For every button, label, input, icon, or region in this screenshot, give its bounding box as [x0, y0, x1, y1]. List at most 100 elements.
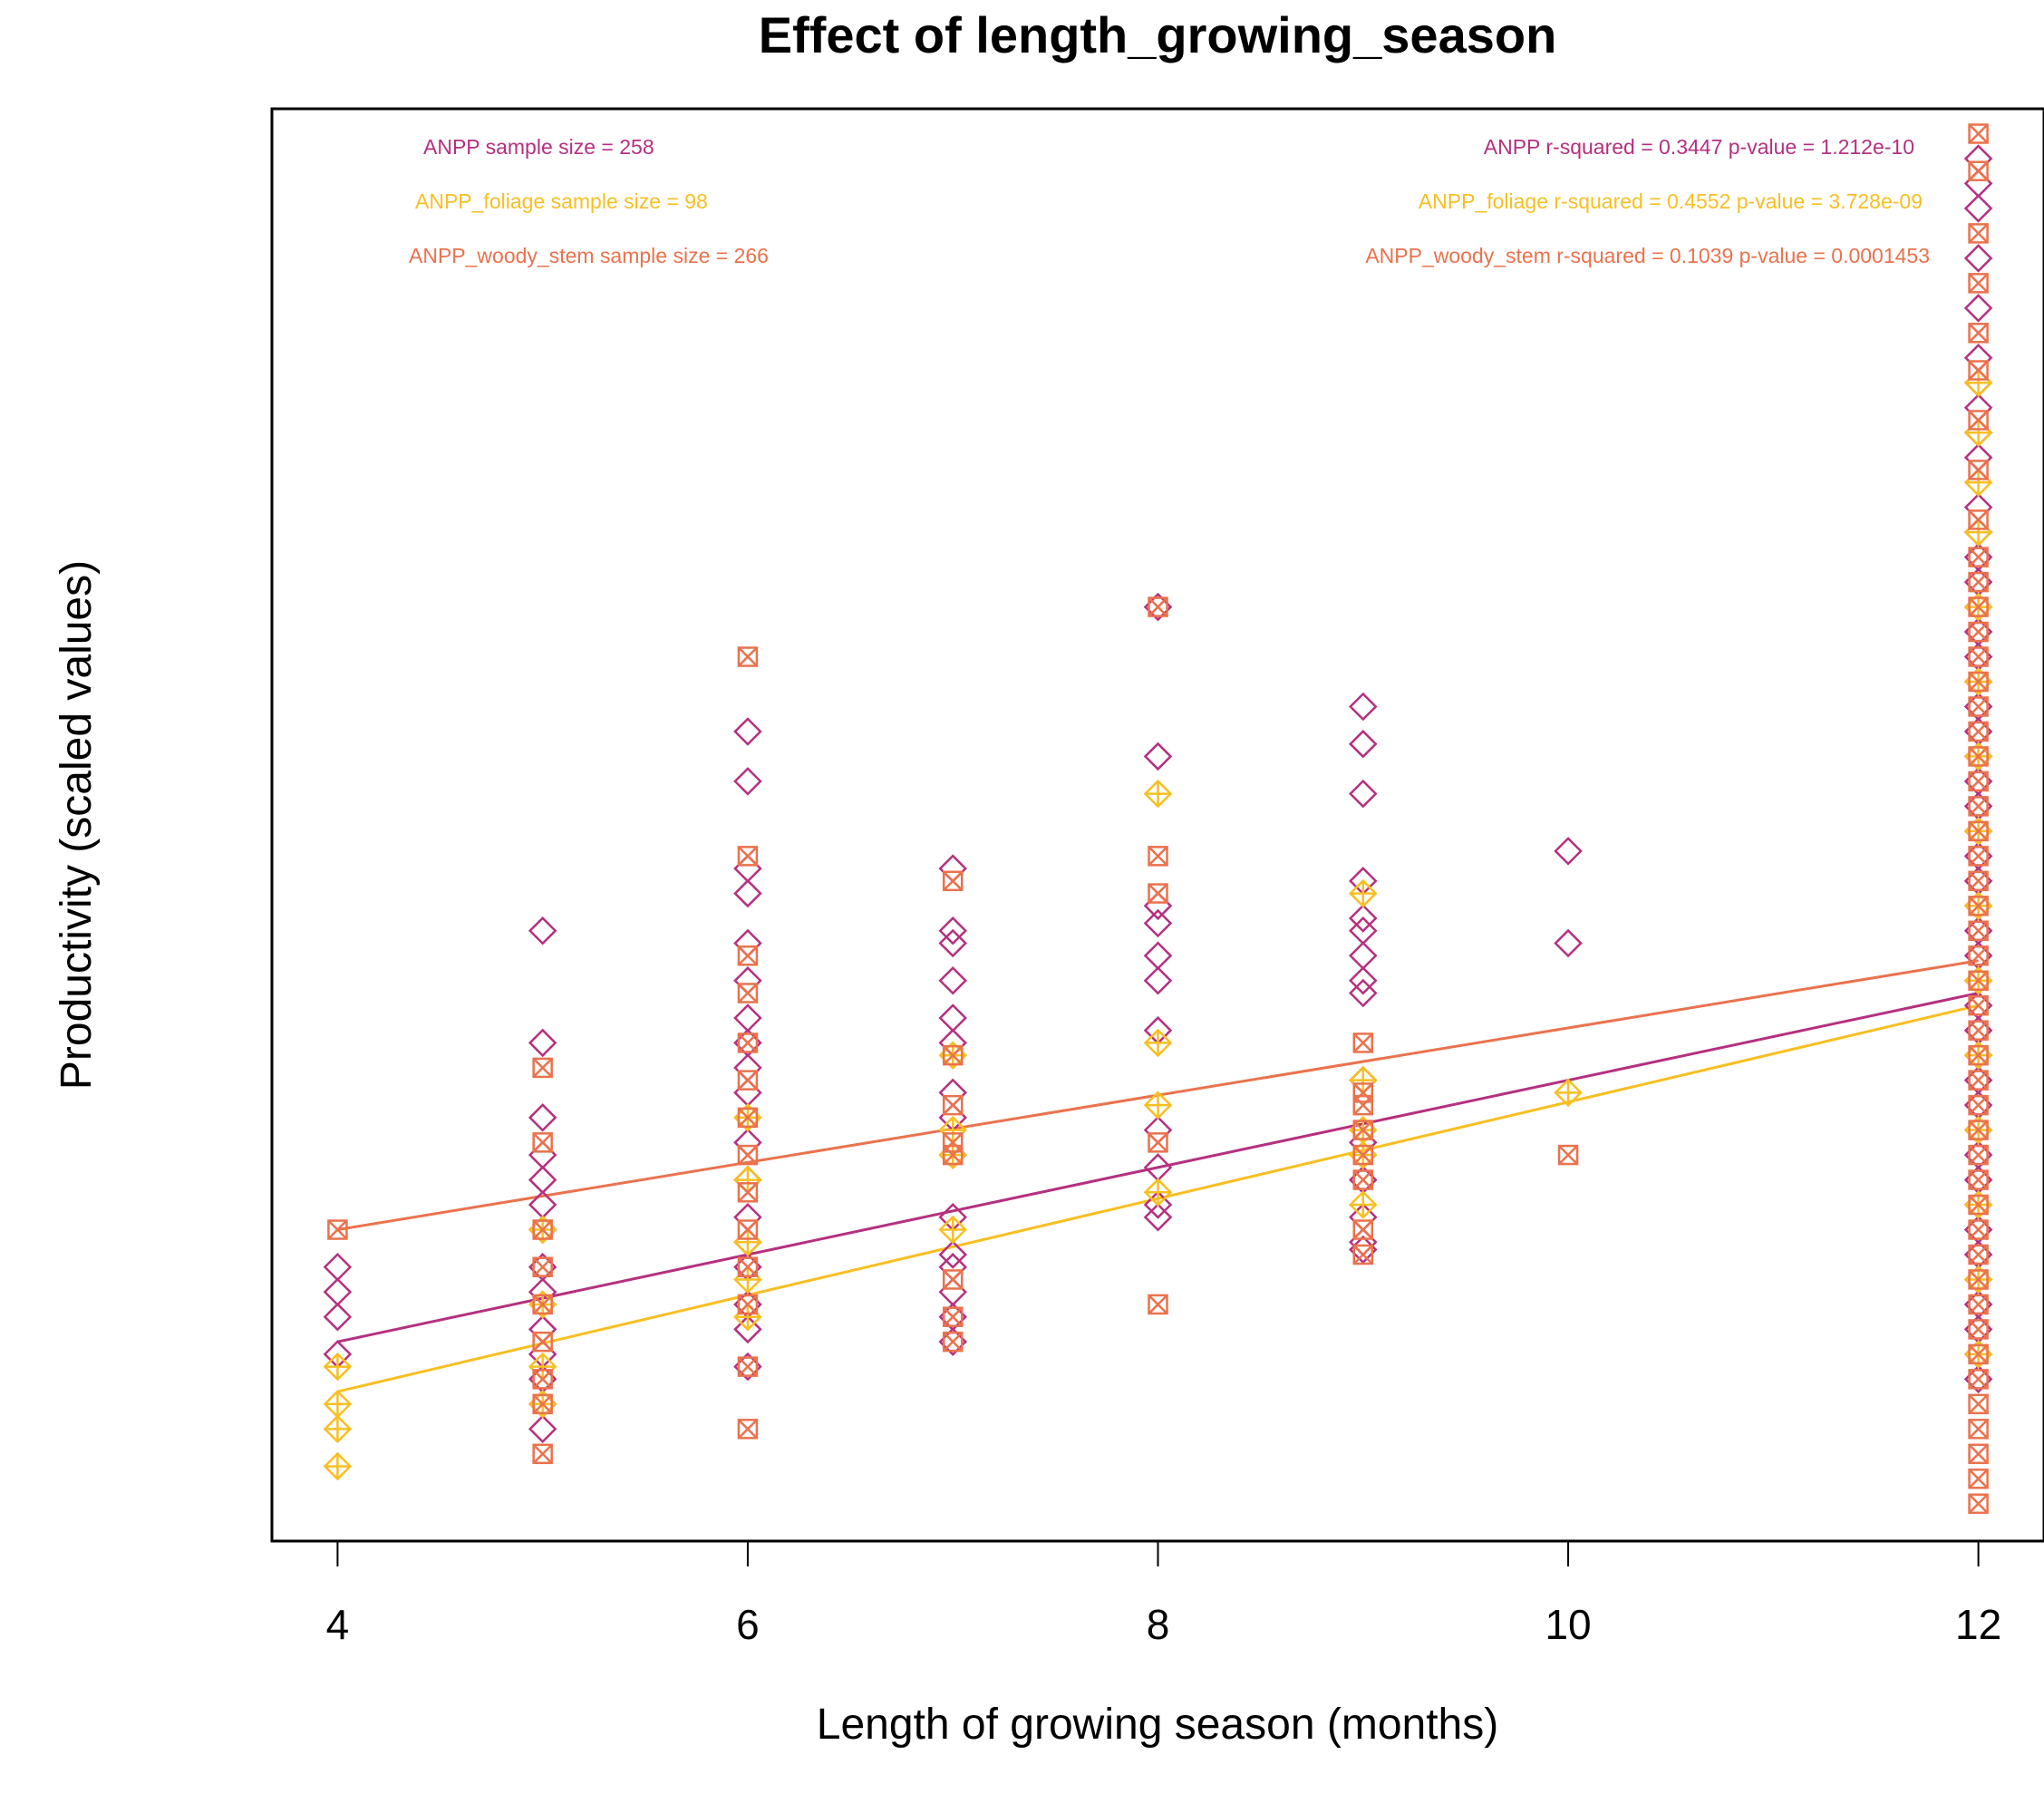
data-point-anpp — [1143, 908, 1173, 938]
data-point-anpp-woody-stem — [532, 1219, 553, 1240]
data-point-anpp-woody-stem — [737, 945, 759, 966]
data-point-anpp-woody-stem — [1968, 945, 1989, 966]
data-point-anpp-woody-stem — [942, 870, 964, 892]
data-point-anpp — [1963, 244, 1993, 273]
data-point-anpp-woody-stem — [532, 1443, 553, 1465]
sample-size-annotations: ANPP sample size = 258 ANPP_foliage sampl… — [409, 135, 769, 267]
data-point-anpp-woody-stem — [1968, 796, 1989, 817]
data-point-anpp — [733, 767, 762, 796]
data-point-anpp — [1143, 742, 1173, 771]
x-tick-label: 4 — [326, 1601, 350, 1648]
data-point-anpp-woody-stem — [1557, 1144, 1579, 1166]
data-point-anpp-woody-stem — [1968, 721, 1989, 742]
data-point-anpp-woody-stem — [737, 646, 759, 667]
sample-size-annotation: ANPP sample size = 258 — [423, 135, 654, 159]
data-point-anpp-woody-stem — [1352, 1244, 1374, 1265]
data-point-anpp — [1349, 779, 1378, 809]
data-point-anpp-woody-stem — [1968, 1469, 1989, 1489]
data-point-anpp — [1554, 837, 1583, 866]
data-point-anpp-woody-stem — [1968, 1294, 1989, 1315]
data-point-anpp-woody-stem — [1352, 1033, 1374, 1053]
data-point-anpp-foliage — [1143, 779, 1173, 809]
data-point-anpp-woody-stem — [1968, 410, 1989, 431]
data-point-anpp-woody-stem — [1968, 846, 1989, 867]
data-point-anpp-woody-stem — [1352, 1144, 1374, 1166]
x-axis: 4 6 8 10 12 — [326, 1540, 2001, 1648]
data-point-anpp-woody-stem — [1968, 1169, 1989, 1190]
x-tick-label: 12 — [1955, 1601, 2001, 1648]
data-point-anpp-woody-stem — [1352, 1094, 1374, 1116]
data-point-anpp-woody-stem — [1968, 323, 1989, 344]
data-point-anpp-woody-stem — [737, 1294, 759, 1315]
data-point-anpp-woody-stem — [532, 1331, 553, 1352]
data-point-anpp-woody-stem — [1968, 596, 1989, 617]
data-point-anpp-foliage — [323, 1451, 353, 1481]
data-point-anpp-woody-stem — [737, 1107, 759, 1129]
data-point-anpp-woody-stem — [1968, 547, 1989, 567]
data-point-anpp — [938, 965, 967, 995]
data-point-anpp-woody-stem — [1968, 571, 1989, 593]
data-point-anpp-woody-stem — [942, 1044, 964, 1066]
x-tick-label: 6 — [736, 1601, 760, 1648]
data-point-anpp-woody-stem — [1968, 896, 1989, 916]
data-point-anpp — [1349, 978, 1378, 1008]
chart-title: Effect of length_growing_season — [759, 6, 1557, 63]
data-point-anpp — [1349, 692, 1378, 722]
sample-size-annotation: ANPP_woody_stem sample size = 266 — [409, 244, 769, 267]
data-point-anpp-woody-stem — [737, 1219, 759, 1240]
data-point-anpp-woody-stem — [532, 1369, 553, 1390]
data-point-anpp-woody-stem — [1148, 883, 1168, 904]
data-point-anpp-woody-stem — [737, 1419, 759, 1440]
data-point-anpp-woody-stem — [1148, 846, 1168, 867]
data-point-anpp-woody-stem — [1968, 646, 1989, 667]
data-point-anpp-woody-stem — [1968, 671, 1989, 693]
data-point-anpp-woody-stem — [1352, 1120, 1374, 1140]
data-point-anpp — [938, 1240, 967, 1269]
data-point-anpp — [1143, 1203, 1173, 1232]
data-point-anpp-foliage — [1554, 1078, 1583, 1108]
data-point-anpp — [1554, 928, 1583, 958]
data-point-anpp-woody-stem — [532, 1256, 553, 1277]
data-point-anpp-woody-stem — [1968, 746, 1989, 767]
data-point-anpp-woody-stem — [942, 1144, 964, 1166]
data-point-anpp-woody-stem — [1968, 920, 1989, 942]
data-point-anpp-woody-stem — [1968, 1319, 1989, 1340]
data-point-anpp-woody-stem — [1968, 1393, 1989, 1415]
data-point-anpp — [1349, 965, 1378, 995]
data-point-anpp-woody-stem — [327, 1219, 348, 1240]
data-point-anpp — [733, 878, 762, 908]
data-point-anpp-woody-stem — [1968, 1094, 1989, 1116]
data-point-anpp-woody-stem — [1968, 1369, 1989, 1390]
data-point-anpp-woody-stem — [942, 1094, 964, 1116]
y-axis-label: Productivity (scaled values) — [53, 560, 101, 1090]
data-point-anpp — [528, 916, 557, 945]
data-point-anpp-woody-stem — [1968, 223, 1989, 244]
data-point-anpp — [528, 1103, 557, 1132]
data-point-anpp-woody-stem — [1968, 994, 1989, 1016]
data-point-anpp-woody-stem — [942, 1269, 964, 1290]
data-point-anpp-woody-stem — [1968, 460, 1989, 480]
data-point-anpp-woody-stem — [1968, 1343, 1989, 1365]
data-point-anpp — [1143, 965, 1173, 995]
data-point-anpp — [1143, 1190, 1173, 1219]
data-point-anpp-woody-stem — [1968, 870, 1989, 892]
data-point-anpp-woody-stem — [942, 1306, 964, 1327]
regression-stats-annotation: ANPP r-squared = 0.3447 p-value = 1.212e… — [1484, 135, 1914, 159]
data-point-anpp-woody-stem — [1352, 1169, 1374, 1190]
regression-line-anpp — [337, 992, 1979, 1343]
data-point-anpp-woody-stem — [1968, 1044, 1989, 1066]
data-point-anpp-woody-stem — [1968, 1020, 1989, 1041]
data-point-anpp-woody-stem — [1968, 360, 1989, 381]
data-point-anpp-foliage — [1349, 1190, 1378, 1219]
data-point-anpp — [1349, 904, 1378, 933]
data-point-anpp-woody-stem — [1968, 509, 1989, 530]
data-point-anpp-woody-stem — [1968, 1144, 1989, 1166]
data-point-anpp-woody-stem — [532, 1057, 553, 1079]
data-point-anpp-woody-stem — [737, 846, 759, 867]
data-point-anpp-foliage — [1143, 1028, 1173, 1058]
data-point-anpp-woody-stem — [1968, 123, 1989, 144]
regression-stats-annotation: ANPP_woody_stem r-squared = 0.1039 p-val… — [1365, 244, 1930, 267]
data-point-anpp-woody-stem — [1968, 273, 1989, 294]
